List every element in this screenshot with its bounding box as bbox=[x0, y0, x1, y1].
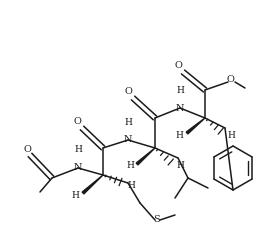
Text: H: H bbox=[227, 131, 235, 140]
Text: O: O bbox=[124, 87, 132, 96]
Text: H: H bbox=[176, 161, 184, 170]
Text: O: O bbox=[226, 74, 234, 83]
Text: H: H bbox=[74, 146, 82, 155]
Polygon shape bbox=[186, 118, 205, 134]
Text: N: N bbox=[176, 104, 184, 113]
Text: H: H bbox=[175, 131, 183, 140]
Polygon shape bbox=[82, 175, 103, 194]
Text: N: N bbox=[74, 164, 82, 173]
Text: O: O bbox=[73, 117, 81, 126]
Text: H: H bbox=[124, 118, 132, 127]
Text: O: O bbox=[23, 146, 31, 155]
Text: N: N bbox=[124, 136, 132, 145]
Text: O: O bbox=[174, 60, 182, 69]
Text: S: S bbox=[154, 215, 160, 224]
Polygon shape bbox=[136, 148, 155, 165]
Text: H: H bbox=[126, 161, 134, 170]
Text: H: H bbox=[71, 191, 79, 200]
Text: H: H bbox=[176, 86, 184, 95]
Text: H: H bbox=[127, 181, 135, 190]
